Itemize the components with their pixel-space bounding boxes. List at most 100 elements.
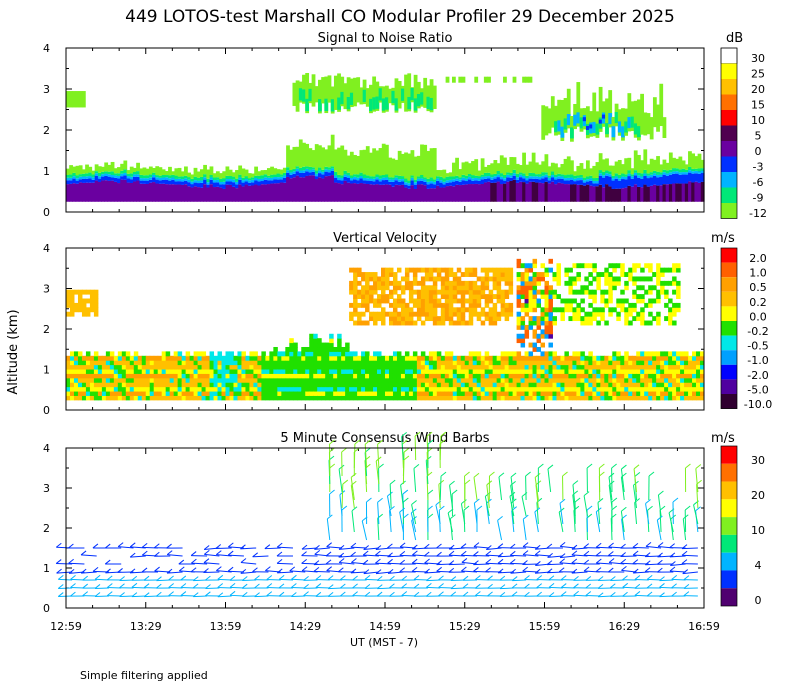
vv-cell bbox=[249, 395, 254, 401]
vv-cell bbox=[604, 377, 609, 383]
vv-cell bbox=[564, 302, 569, 308]
vv-cell bbox=[424, 285, 430, 291]
vv-cell bbox=[620, 360, 625, 366]
vv-cell bbox=[468, 316, 474, 322]
vv-cell bbox=[588, 360, 593, 366]
snr-cell bbox=[369, 178, 373, 181]
vv-cell bbox=[528, 377, 534, 383]
vv-cell bbox=[600, 382, 605, 388]
snr-cell bbox=[152, 167, 156, 173]
vv-cell bbox=[460, 364, 466, 370]
vv-cell bbox=[616, 316, 621, 322]
snr-cell bbox=[337, 180, 341, 184]
wind-barb-flag bbox=[192, 576, 199, 581]
vv-cell bbox=[181, 382, 187, 388]
snr-cell bbox=[563, 118, 568, 130]
snr-cell bbox=[381, 175, 386, 178]
snr-cell bbox=[662, 184, 667, 202]
wind-barb-flag bbox=[427, 489, 434, 495]
vv-cell bbox=[548, 294, 553, 300]
snr-cell bbox=[270, 180, 274, 184]
vv-cell bbox=[157, 364, 163, 370]
vv-cell bbox=[341, 360, 346, 366]
wind-barb-flag bbox=[241, 576, 248, 581]
vv-cell bbox=[564, 355, 569, 361]
snr-cell bbox=[630, 174, 635, 177]
vv-cell bbox=[640, 377, 645, 383]
vv-cell bbox=[392, 364, 398, 370]
vv-cell bbox=[249, 391, 254, 396]
snr-cell bbox=[630, 168, 635, 175]
vv-cell bbox=[305, 382, 310, 388]
vv-cell bbox=[504, 276, 510, 282]
vv-cell bbox=[137, 373, 143, 379]
panel-title: Signal to Noise Ratio bbox=[318, 31, 453, 46]
snr-cell bbox=[630, 176, 635, 179]
wind-barb-flag bbox=[413, 575, 420, 580]
snr-cell bbox=[585, 160, 590, 177]
vv-cell bbox=[480, 377, 486, 383]
wind-barb-flag bbox=[462, 583, 469, 589]
vv-cell bbox=[572, 307, 577, 313]
vv-cell bbox=[572, 364, 577, 370]
vv-cell bbox=[305, 391, 310, 396]
vv-cell bbox=[552, 307, 557, 313]
vv-cell bbox=[381, 307, 386, 313]
vv-cell bbox=[524, 298, 530, 304]
vv-cell bbox=[516, 324, 522, 330]
snr-cell bbox=[302, 177, 306, 202]
vv-cell bbox=[185, 391, 191, 396]
vv-cell bbox=[492, 280, 498, 286]
snr-cell bbox=[187, 172, 192, 178]
vv-cell bbox=[293, 386, 298, 392]
snr-cell bbox=[585, 176, 590, 180]
vv-cell bbox=[412, 298, 418, 304]
vv-cell bbox=[672, 369, 677, 374]
snr-cell bbox=[302, 166, 306, 171]
snr-cell bbox=[190, 184, 195, 188]
vv-cell bbox=[436, 377, 442, 383]
vv-cell bbox=[369, 272, 374, 277]
vv-cell bbox=[476, 316, 482, 322]
vv-cell bbox=[472, 355, 478, 361]
vv-cell bbox=[400, 386, 406, 392]
vv-cell bbox=[552, 377, 557, 383]
vv-cell bbox=[692, 382, 697, 388]
vv-cell bbox=[341, 351, 346, 357]
vv-cell bbox=[428, 276, 434, 282]
vv-cell bbox=[676, 351, 681, 357]
vv-cell bbox=[528, 386, 534, 392]
snr-cell bbox=[512, 157, 517, 170]
vv-cell bbox=[141, 355, 147, 361]
vv-cell bbox=[492, 276, 498, 282]
colorbar-label: 10 bbox=[751, 524, 765, 537]
vv-cell bbox=[129, 395, 135, 401]
wind-barb-flag bbox=[499, 575, 506, 581]
vv-cell bbox=[365, 276, 370, 282]
vv-cell bbox=[460, 316, 466, 322]
snr-cell bbox=[522, 173, 526, 176]
snr-cell bbox=[349, 180, 354, 184]
snr-cell bbox=[700, 168, 705, 171]
vv-cell bbox=[460, 382, 466, 388]
vv-cell bbox=[560, 377, 565, 383]
snr-cell bbox=[665, 170, 670, 174]
vv-cell bbox=[385, 355, 390, 361]
snr-cell bbox=[624, 174, 629, 177]
snr-cell bbox=[91, 179, 96, 183]
vv-cell bbox=[648, 369, 653, 374]
snr-cell bbox=[499, 176, 504, 180]
vv-cell bbox=[133, 360, 139, 366]
snr-cell bbox=[461, 174, 466, 178]
wind-barb bbox=[522, 554, 539, 557]
vv-cell bbox=[416, 298, 422, 304]
snr-cell bbox=[298, 88, 303, 101]
vv-cell bbox=[528, 355, 534, 361]
vv-cell bbox=[353, 294, 358, 300]
vv-cell bbox=[476, 355, 482, 361]
wind-barb-flag bbox=[610, 576, 616, 581]
wind-barb-flag bbox=[596, 558, 602, 564]
vv-cell bbox=[516, 272, 522, 277]
wind-barb-flag bbox=[473, 551, 479, 556]
snr-cell bbox=[643, 184, 648, 202]
